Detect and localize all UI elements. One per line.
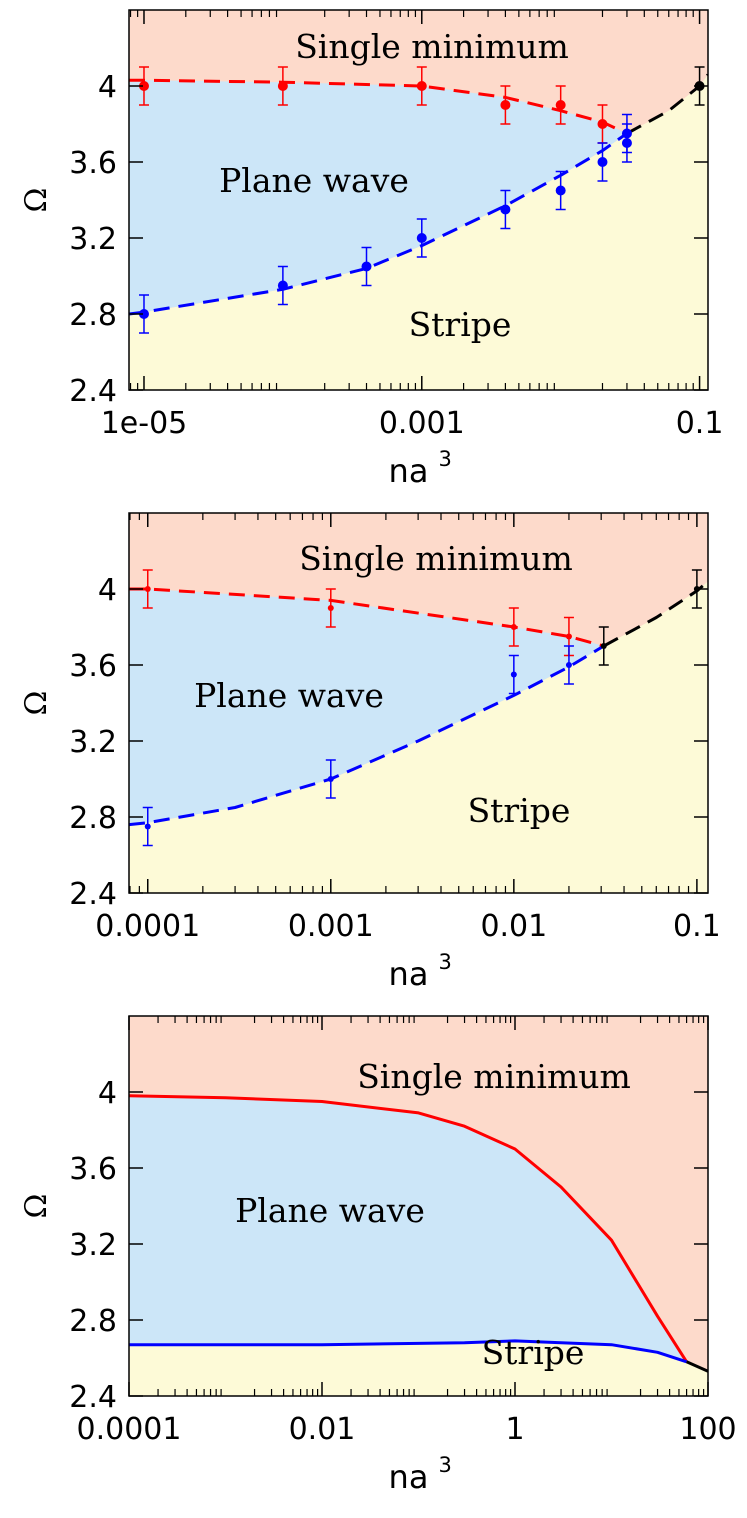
region-stripe <box>129 74 708 390</box>
y-tick-label: 4 <box>98 573 117 608</box>
x-tick-label: 0.1 <box>676 406 724 441</box>
region-fills <box>129 1016 708 1396</box>
region-label-middle: Plane wave <box>235 1191 425 1230</box>
chart-panel-3: 2.4 2.8 3.2 3.6 4 0.0001 0.01 1 100 Ωna 3 Single mi… <box>19 1015 737 1496</box>
boundary-merged <box>603 580 708 648</box>
region-label-bottom: Stripe <box>409 305 512 344</box>
y-tick-label: 3.6 <box>69 1152 117 1187</box>
data-point-lower <box>510 671 517 678</box>
data-point-lower <box>416 233 427 243</box>
data-point-lower <box>361 261 372 272</box>
region-plane-wave <box>129 589 604 825</box>
data-point-lower <box>144 823 151 830</box>
x-tick-label: 0.0001 <box>77 1412 182 1447</box>
x-axis-title-superscript: 3 <box>439 1453 452 1477</box>
region-label-top: Single minimum <box>295 27 569 66</box>
chart-panel-2: 2.4 2.8 3.2 3.6 4 0.0001 0.001 0.01 0.1 Ωna 3 Singl… <box>19 512 721 993</box>
boundary-lower <box>129 644 605 827</box>
region-plane-wave <box>129 80 627 314</box>
data-point-lower <box>565 662 572 668</box>
x-axis-title: na <box>389 452 429 490</box>
plot-frame <box>128 9 709 391</box>
x-axis-title-superscript: 3 <box>439 447 452 471</box>
data-point-upper <box>327 605 334 611</box>
data-point-lower <box>621 128 632 139</box>
y-tick-label: 3.2 <box>69 222 117 257</box>
x-tick-label: 100 <box>679 1412 736 1447</box>
data-point-merged <box>600 643 607 649</box>
region-label-middle: Plane wave <box>219 161 409 200</box>
x-tick-label: 0.001 <box>288 909 374 944</box>
data-point-upper <box>277 81 288 91</box>
data-point-lower <box>500 204 511 215</box>
region-stripe <box>129 581 708 893</box>
region-stripe <box>129 1340 708 1396</box>
region-label-bottom: Stripe <box>482 1333 585 1372</box>
data-point-upper <box>138 81 149 91</box>
x-tick-label: 0.0001 <box>95 909 200 944</box>
data-point-upper <box>597 119 608 129</box>
boundary-upper <box>129 1094 688 1363</box>
x-tick-label: 1e-05 <box>101 406 188 441</box>
x-tick-label: 0.1 <box>673 909 721 944</box>
region-label-middle: Plane wave <box>194 676 384 715</box>
plot-frame <box>128 1015 709 1397</box>
boundary-merged <box>685 1360 708 1373</box>
data-point-lower <box>555 185 566 196</box>
data-point-upper <box>416 81 427 91</box>
y-tick-label: 2.4 <box>69 374 117 409</box>
data-point-lower <box>138 309 149 319</box>
boundary-upper <box>129 78 628 135</box>
region-label-bottom: Stripe <box>468 791 571 830</box>
y-tick-label: 3.6 <box>69 649 117 684</box>
region-label-top: Single minimum <box>299 539 573 578</box>
x-axis-title: na <box>389 955 429 993</box>
x-axis-title-superscript: 3 <box>439 950 452 974</box>
chart-panel-1: 2.4 2.8 3.2 3.6 4 1e-05 0.001 0.1 Ωna 3 Single min… <box>19 9 724 490</box>
x-tick-label: 0.001 <box>379 406 465 441</box>
y-tick-label: 3.2 <box>69 1228 117 1263</box>
y-axis-title: Ω <box>19 1194 54 1219</box>
region-plane-wave <box>129 1095 687 1362</box>
x-tick-label: 1 <box>505 1412 524 1447</box>
data-point-lower <box>277 280 288 291</box>
data-point-upper <box>500 100 511 110</box>
data-point-lower <box>597 157 608 167</box>
region-fills <box>129 513 708 893</box>
boundary-upper <box>129 587 605 648</box>
y-tick-label: 2.8 <box>69 1304 117 1339</box>
data-point-upper <box>510 624 517 630</box>
y-tick-label: 3.2 <box>69 725 117 760</box>
region-label-top: Single minimum <box>357 1057 631 1096</box>
region-fills <box>129 10 708 390</box>
x-axis-title: na <box>389 1458 429 1496</box>
y-tick-label: 2.8 <box>69 298 117 333</box>
data-point-upper <box>144 586 151 592</box>
data-point-upper <box>555 100 566 110</box>
y-tick-label: 2.8 <box>69 801 117 836</box>
boundary-lower <box>129 1339 688 1364</box>
y-axis-title: Ω <box>19 691 54 716</box>
y-tick-label: 2.4 <box>69 877 117 912</box>
y-tick-label: 3.6 <box>69 146 117 181</box>
y-tick-label: 2.4 <box>69 1380 117 1415</box>
y-axis-title: Ω <box>19 188 54 213</box>
y-tick-label: 4 <box>98 70 117 105</box>
x-tick-label: 0.01 <box>289 1412 356 1447</box>
data-point-upper <box>565 633 572 640</box>
x-tick-label: 0.01 <box>480 909 547 944</box>
data-point-lower <box>327 776 334 782</box>
y-tick-label: 4 <box>98 1076 117 1111</box>
